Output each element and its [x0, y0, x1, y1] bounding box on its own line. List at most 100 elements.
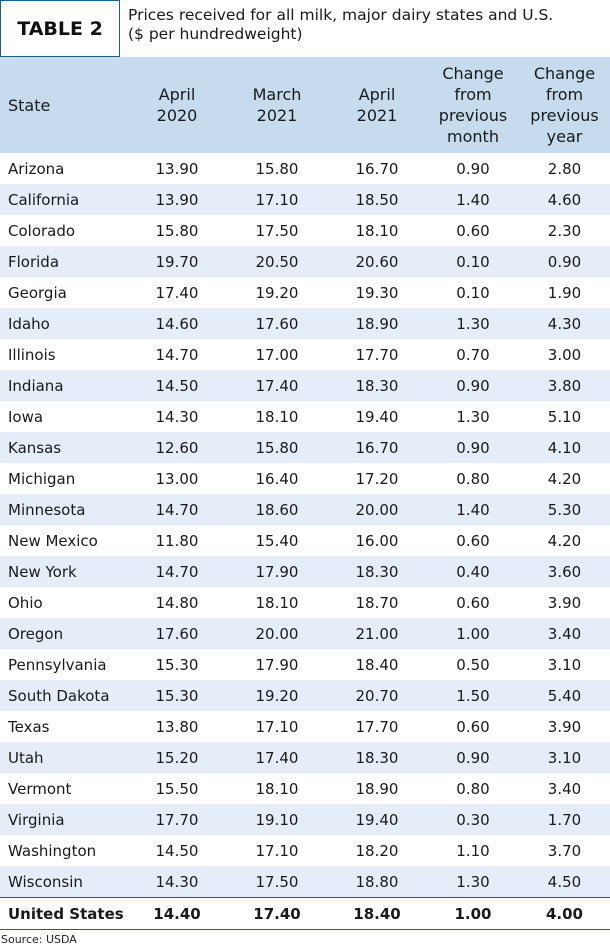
value-cell: 17.40 [227, 742, 327, 773]
value-cell: 0.10 [427, 246, 519, 277]
value-cell: 14.40 [127, 897, 227, 930]
value-cell: 17.60 [127, 618, 227, 649]
column-header: Change from previous month [427, 57, 519, 153]
column-header-text: from [545, 85, 584, 104]
table-row: Indiana 14.50 17.40 18.30 0.90 3.80 [0, 370, 610, 401]
state-cell: Wisconsin [0, 866, 127, 898]
value-cell: 18.70 [327, 587, 427, 618]
value-cell: 0.90 [427, 432, 519, 463]
column-header-text: 2020 [156, 106, 198, 125]
value-cell: 20.00 [227, 618, 327, 649]
value-cell: 1.00 [427, 897, 519, 930]
table-body: Arizona 13.90 15.80 16.70 0.90 2.80 California… [0, 153, 610, 930]
table-caption: Prices received for all milk, major dair… [120, 0, 610, 57]
value-cell: 18.40 [327, 649, 427, 680]
value-cell: 17.90 [227, 649, 327, 680]
value-cell: 13.90 [127, 184, 227, 215]
table-row: Washington 14.50 17.10 18.20 1.10 3.70 [0, 835, 610, 866]
value-cell: 18.50 [327, 184, 427, 215]
table-row: Ohio 14.80 18.10 18.70 0.60 3.90 [0, 587, 610, 618]
state-cell: Pennsylvania [0, 649, 127, 680]
state-cell: Georgia [0, 277, 127, 308]
value-cell: 18.60 [227, 494, 327, 525]
value-cell: 1.40 [427, 184, 519, 215]
value-cell: 19.70 [127, 246, 227, 277]
value-cell: 18.30 [327, 556, 427, 587]
value-cell: 18.90 [327, 308, 427, 339]
value-cell: 3.80 [519, 370, 610, 401]
value-cell: 20.60 [327, 246, 427, 277]
title-bar: TABLE 2 Prices received for all milk, ma… [0, 0, 610, 57]
state-cell: Kansas [0, 432, 127, 463]
value-cell: 17.70 [327, 339, 427, 370]
column-header-text: April [358, 85, 396, 104]
state-cell: Virginia [0, 804, 127, 835]
table-row: Idaho 14.60 17.60 18.90 1.30 4.30 [0, 308, 610, 339]
column-header-text: month [447, 127, 499, 146]
value-cell: 5.40 [519, 680, 610, 711]
value-cell: 0.60 [427, 525, 519, 556]
value-cell: 17.50 [227, 215, 327, 246]
value-cell: 4.20 [519, 525, 610, 556]
value-cell: 15.30 [127, 649, 227, 680]
value-cell: 13.90 [127, 153, 227, 184]
table-row: Iowa 14.30 18.10 19.40 1.30 5.10 [0, 401, 610, 432]
table-row: Illinois 14.70 17.00 17.70 0.70 3.00 [0, 339, 610, 370]
state-cell: Iowa [0, 401, 127, 432]
value-cell: 14.30 [127, 866, 227, 898]
value-cell: 3.00 [519, 339, 610, 370]
value-cell: 4.20 [519, 463, 610, 494]
value-cell: 0.50 [427, 649, 519, 680]
state-cell: Oregon [0, 618, 127, 649]
table-row: South Dakota 15.30 19.20 20.70 1.50 5.40 [0, 680, 610, 711]
value-cell: 15.20 [127, 742, 227, 773]
column-header: State [0, 57, 127, 153]
table-row: New York 14.70 17.90 18.30 0.40 3.60 [0, 556, 610, 587]
table-row: Vermont 15.50 18.10 18.90 0.80 3.40 [0, 773, 610, 804]
state-cell: United States [0, 897, 127, 930]
value-cell: 4.50 [519, 866, 610, 898]
column-header-text: 2021 [356, 106, 398, 125]
value-cell: 0.40 [427, 556, 519, 587]
value-cell: 14.30 [127, 401, 227, 432]
value-cell: 18.30 [327, 370, 427, 401]
value-cell: 14.70 [127, 556, 227, 587]
table-row: Kansas 12.60 15.80 16.70 0.90 4.10 [0, 432, 610, 463]
value-cell: 4.60 [519, 184, 610, 215]
value-cell: 20.50 [227, 246, 327, 277]
value-cell: 2.30 [519, 215, 610, 246]
value-cell: 17.00 [227, 339, 327, 370]
column-header: April 2021 [327, 57, 427, 153]
value-cell: 1.30 [427, 866, 519, 898]
value-cell: 15.80 [227, 432, 327, 463]
state-cell: New Mexico [0, 525, 127, 556]
value-cell: 11.80 [127, 525, 227, 556]
column-header-text: State [8, 95, 51, 115]
state-cell: Indiana [0, 370, 127, 401]
state-cell: Washington [0, 835, 127, 866]
value-cell: 0.10 [427, 277, 519, 308]
value-cell: 17.60 [227, 308, 327, 339]
value-cell: 17.50 [227, 866, 327, 898]
value-cell: 0.60 [427, 711, 519, 742]
table-row: Wisconsin 14.30 17.50 18.80 1.30 4.50 [0, 866, 610, 898]
column-header-text: Change [533, 64, 596, 83]
value-cell: 13.80 [127, 711, 227, 742]
state-cell: Vermont [0, 773, 127, 804]
value-cell: 20.00 [327, 494, 427, 525]
column-header-text: year [546, 127, 583, 146]
state-cell: New York [0, 556, 127, 587]
value-cell: 15.40 [227, 525, 327, 556]
value-cell: 14.60 [127, 308, 227, 339]
value-cell: 14.80 [127, 587, 227, 618]
value-cell: 1.30 [427, 401, 519, 432]
milk-prices-table: State April 2020 March 2021 April 2021 Change fr… [0, 57, 610, 930]
column-header: April 2020 [127, 57, 227, 153]
state-cell: Idaho [0, 308, 127, 339]
value-cell: 4.10 [519, 432, 610, 463]
table-row: New Mexico 11.80 15.40 16.00 0.60 4.20 [0, 525, 610, 556]
value-cell: 18.10 [227, 587, 327, 618]
table-row: Virginia 17.70 19.10 19.40 0.30 1.70 [0, 804, 610, 835]
column-header-text: March [252, 85, 302, 104]
value-cell: 19.30 [327, 277, 427, 308]
